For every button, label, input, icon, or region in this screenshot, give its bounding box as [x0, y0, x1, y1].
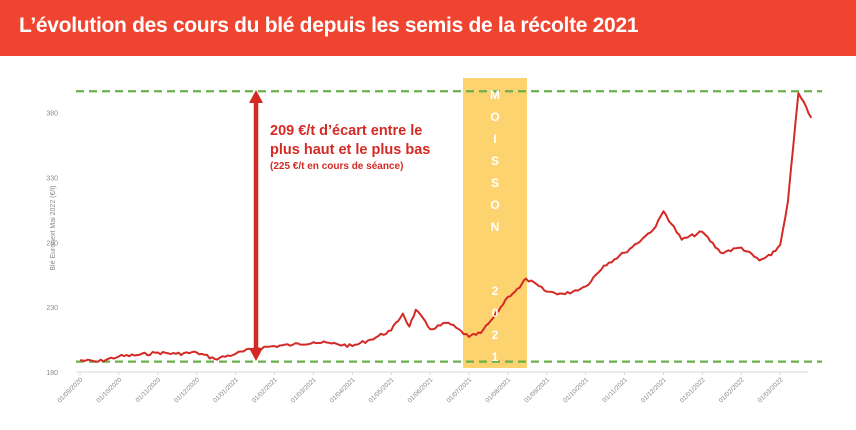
arrow-down-icon	[249, 348, 263, 361]
chart-canvas: 180 230 280 330 380 Blé Euronext Mai 2022 (€/…	[46, 78, 822, 404]
price-series-line	[79, 92, 813, 363]
x-tick-label: 01/03/2021	[290, 376, 318, 404]
x-tick-label: 01/01/2021	[212, 376, 240, 404]
y-tick-label: 230	[46, 305, 58, 312]
annotation-line-3: (225 €/t en cours de séance)	[270, 161, 404, 172]
x-tick-label: 01/09/2021	[523, 376, 551, 404]
y-tick-label: 330	[46, 175, 58, 182]
harvest-band	[463, 78, 527, 368]
x-tick-label: 01/12/2020	[173, 376, 201, 404]
x-tick-label: 01/01/2022	[679, 376, 707, 404]
annotation-line-2: plus haut et le plus bas	[270, 142, 431, 158]
title-banner: L’évolution des cours du blé depuis les …	[0, 0, 856, 56]
x-tick-label: 01/12/2021	[640, 376, 668, 404]
x-tick-label: 01/06/2021	[407, 376, 435, 404]
y-axis-label: Blé Euronext Mai 2022 (€/t)	[50, 185, 57, 270]
y-tick-label: 180	[46, 370, 58, 377]
x-tick-label: 01/05/2021	[368, 376, 396, 404]
x-tick-label: 01/09/2020	[56, 376, 84, 404]
x-tick-label: 01/02/2021	[251, 376, 279, 404]
x-tick-label: 01/08/2021	[484, 376, 512, 404]
x-tick-label: 01/02/2022	[718, 376, 746, 404]
x-tick-label: 01/10/2020	[95, 376, 123, 404]
x-tick-label: 01/04/2021	[329, 376, 357, 404]
x-tick-label: 01/10/2021	[562, 376, 590, 404]
annotation-line-1: 209 €/t d’écart entre le	[270, 123, 423, 139]
x-tick-label: 01/07/2021	[445, 376, 473, 404]
x-tick-label: 01/03/2022	[757, 376, 785, 404]
arrow-up-icon	[249, 90, 263, 103]
x-tick-label: 01/11/2020	[135, 376, 163, 404]
price-gap-annotation: 209 €/t d’écart entre le plus haut et le…	[270, 122, 430, 173]
y-tick-label: 380	[46, 111, 58, 118]
y-tick-label: 280	[46, 240, 58, 247]
wheat-price-chart: 180 230 280 330 380 Blé Euronext Mai 2022 (€/…	[0, 56, 856, 425]
x-tick-label: 01/11/2021	[601, 376, 629, 404]
page-title: L’évolution des cours du blé depuis les …	[19, 14, 639, 37]
